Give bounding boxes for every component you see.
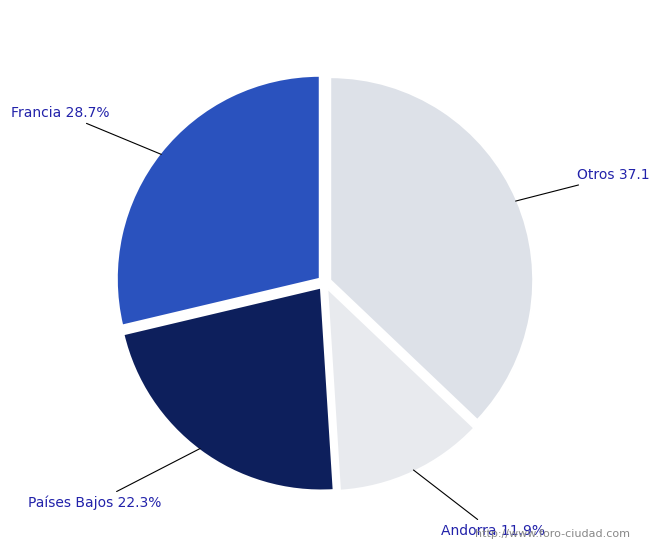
Text: Francia 28.7%: Francia 28.7% xyxy=(11,106,161,155)
Wedge shape xyxy=(330,77,533,420)
Text: Otros 37.1%: Otros 37.1% xyxy=(515,168,650,201)
Text: Andorra 11.9%: Andorra 11.9% xyxy=(413,470,545,538)
Wedge shape xyxy=(117,76,320,326)
Wedge shape xyxy=(327,288,474,491)
Text: Viver i Serrateix - Turistas extranjeros según país - Abril de 2024: Viver i Serrateix - Turistas extranjeros… xyxy=(78,16,572,33)
Text: Países Bajos 22.3%: Países Bajos 22.3% xyxy=(28,448,200,510)
Wedge shape xyxy=(124,288,333,491)
Text: http://www.foro-ciudad.com: http://www.foro-ciudad.com xyxy=(476,529,630,539)
